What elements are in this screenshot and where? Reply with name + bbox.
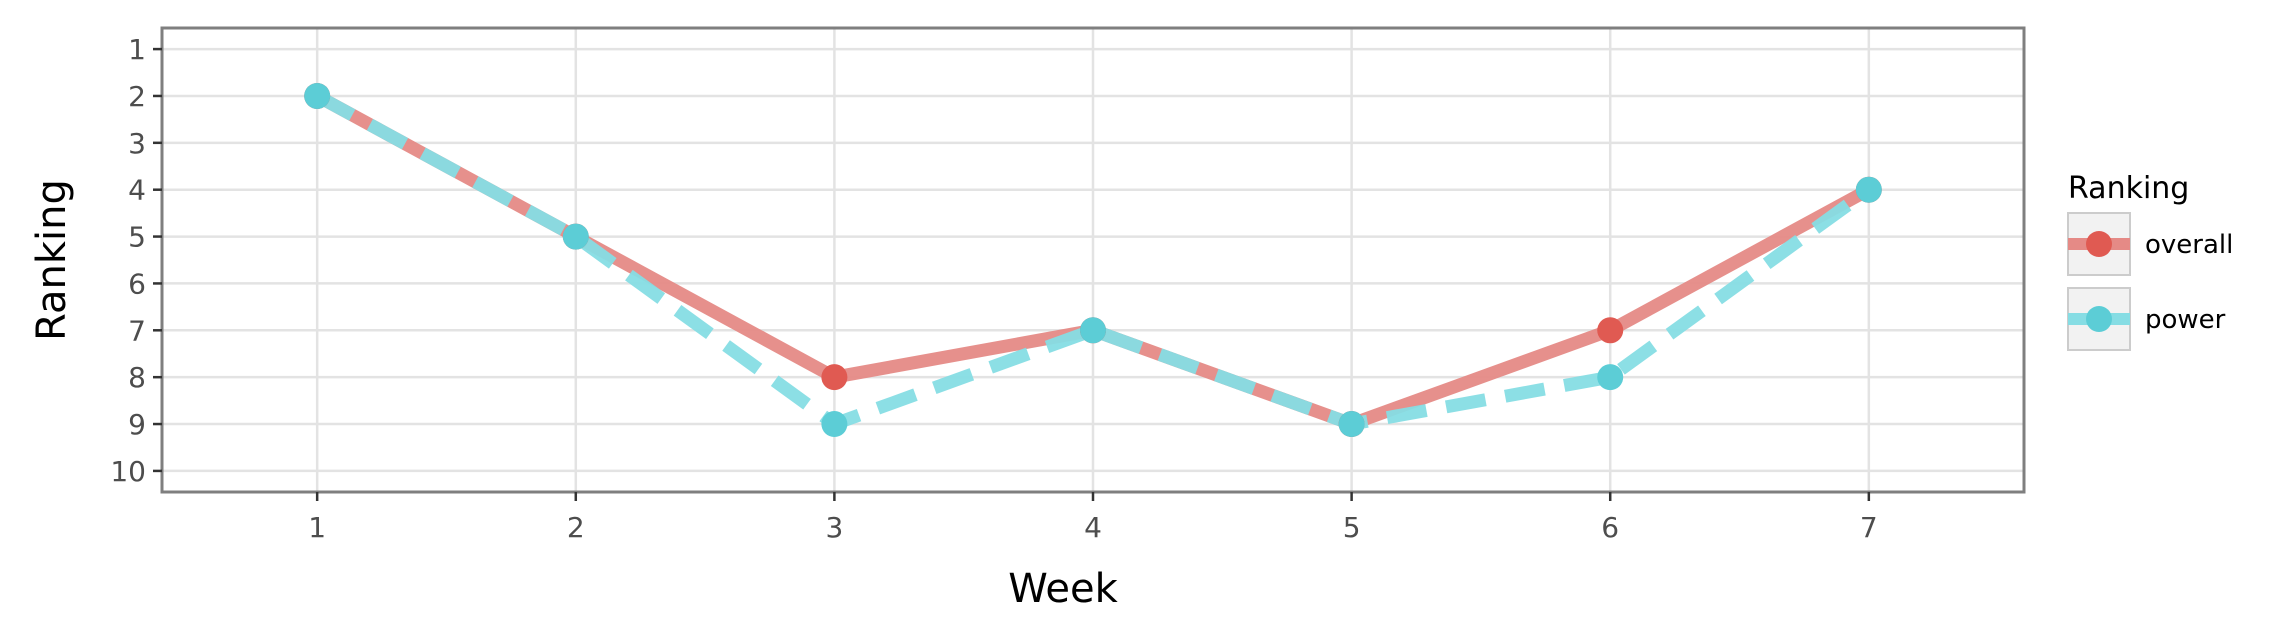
legend-key-point-overall <box>2086 231 2112 257</box>
legend-label-power: power <box>2145 305 2226 335</box>
data-point-power <box>1855 176 1882 203</box>
data-point-power <box>1338 411 1365 438</box>
legend-title: Ranking <box>2068 171 2189 206</box>
y-tick-label: 2 <box>128 80 146 113</box>
x-tick-label: 4 <box>1084 511 1102 544</box>
data-point-power <box>304 82 331 109</box>
data-point-power <box>1597 364 1624 391</box>
y-tick-label: 8 <box>128 361 146 394</box>
x-tick-label: 7 <box>1860 511 1878 544</box>
legend-key-point-power <box>2086 306 2112 332</box>
x-axis: 1 2 3 4 5 6 7 <box>308 492 1878 544</box>
x-tick-label: 5 <box>1343 511 1361 544</box>
y-axis: 1 2 3 4 5 6 7 8 9 10 <box>110 33 162 488</box>
y-tick-label: 4 <box>128 174 146 207</box>
x-tick-label: 1 <box>308 511 326 544</box>
x-tick-label: 2 <box>567 511 585 544</box>
y-tick-label: 6 <box>128 267 146 300</box>
data-point-power <box>562 223 589 250</box>
y-tick-label: 9 <box>128 408 146 441</box>
y-tick-label: 10 <box>110 455 146 488</box>
legend-label-overall: overall <box>2145 230 2233 260</box>
x-axis-title: Week <box>1008 566 1118 612</box>
y-tick-label: 7 <box>128 314 146 347</box>
y-axis-title: Ranking <box>29 179 75 341</box>
data-point-power <box>1080 317 1106 344</box>
y-tick-label: 3 <box>128 127 146 160</box>
x-tick-label: 6 <box>1601 511 1619 544</box>
data-point-overall <box>821 364 848 391</box>
data-point-power <box>821 411 848 438</box>
y-tick-label: 1 <box>128 33 146 66</box>
series-layer <box>304 82 1882 438</box>
y-tick-label: 5 <box>128 221 146 254</box>
x-tick-label: 3 <box>825 511 843 544</box>
legend: Ranking overall power <box>2067 171 2233 351</box>
data-point-overall <box>1597 317 1624 344</box>
